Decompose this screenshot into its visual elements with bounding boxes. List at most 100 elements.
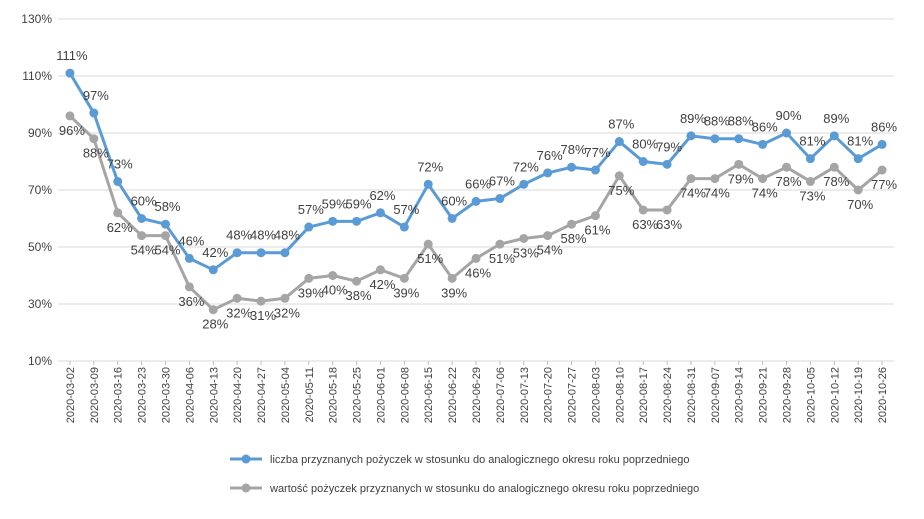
data-label-wartosc: 73% [799, 188, 825, 203]
x-tick-label: 2020-05-11 [304, 367, 316, 422]
x-tick-label: 2020-09-21 [758, 367, 770, 423]
legend-swatch-marker [241, 454, 251, 464]
data-point-liczba [853, 154, 863, 164]
x-tick-label: 2020-08-10 [614, 367, 626, 423]
x-tick-label: 2020-06-15 [423, 367, 435, 423]
data-label-liczba: 48% [226, 228, 252, 243]
y-axis-ticks: 10% 30% 50% 70% 90% 110% 130% [21, 12, 52, 368]
x-tick-label: 2020-06-08 [399, 367, 411, 423]
data-point-liczba [375, 208, 385, 218]
data-point-wartosc [519, 233, 529, 243]
data-point-liczba [567, 162, 577, 172]
data-point-liczba [113, 176, 123, 186]
x-tick-label: 2020-05-18 [328, 367, 340, 423]
data-point-liczba [137, 214, 147, 223]
data-label-wartosc: 42% [369, 277, 395, 292]
data-point-liczba [614, 137, 624, 147]
x-tick-label: 2020-04-06 [184, 367, 196, 423]
data-label-wartosc: 32% [226, 305, 252, 320]
data-point-wartosc [590, 211, 600, 221]
data-label-wartosc: 54% [131, 243, 157, 258]
x-tick-label: 2020-03-09 [89, 367, 101, 423]
data-label-wartosc: 61% [584, 223, 610, 238]
data-point-liczba [734, 134, 744, 144]
x-tick-label: 2020-10-05 [805, 367, 817, 423]
data-point-wartosc [375, 265, 385, 275]
x-tick-label: 2020-10-26 [877, 367, 889, 423]
x-tick-label: 2020-05-04 [280, 367, 292, 423]
data-point-wartosc [89, 134, 99, 144]
data-label-wartosc: 70% [847, 197, 873, 212]
data-point-liczba [423, 179, 433, 189]
series-lines [65, 68, 887, 315]
data-point-wartosc [304, 273, 314, 283]
legend-label: wartość pożyczek przyznanych w stosunku … [269, 483, 699, 495]
data-label-wartosc: 36% [178, 294, 204, 309]
data-point-wartosc [184, 282, 194, 292]
data-point-wartosc [710, 174, 720, 184]
x-tick-label: 2020-08-03 [590, 367, 602, 423]
data-labels: 111%97%73%60%58%46%42%48%48%48%57%59%59%… [56, 48, 897, 332]
x-tick-label: 2020-07-27 [567, 367, 579, 423]
data-point-wartosc [65, 111, 75, 121]
data-point-wartosc [614, 171, 624, 181]
data-label-liczba: 90% [775, 108, 801, 123]
data-label-liczba: 89% [823, 111, 849, 126]
x-tick-label: 2020-05-25 [352, 367, 364, 423]
data-point-wartosc [447, 273, 457, 283]
data-label-wartosc: 39% [393, 285, 419, 300]
data-label-liczba: 62% [369, 188, 395, 203]
x-tick-label: 2020-03-23 [137, 367, 149, 423]
data-point-wartosc [829, 162, 839, 172]
data-point-liczba [543, 168, 553, 178]
data-label-wartosc: 51% [417, 251, 443, 266]
data-point-liczba [184, 253, 194, 263]
data-point-liczba [328, 216, 338, 226]
data-label-liczba: 59% [346, 196, 372, 211]
data-point-liczba [829, 131, 839, 141]
legend-label: liczba przyznanych pożyczek w stosunku d… [270, 454, 689, 466]
data-point-wartosc [280, 293, 290, 303]
data-label-liczba: 89% [680, 111, 706, 126]
x-tick-label: 2020-07-13 [519, 367, 531, 423]
x-tick-label: 2020-10-19 [853, 367, 865, 423]
x-tick-label: 2020-09-07 [710, 367, 722, 423]
x-tick-label: 2020-06-22 [447, 367, 459, 423]
data-point-wartosc [543, 231, 553, 241]
data-point-wartosc [256, 296, 266, 306]
x-axis-ticks: 2020-03-02 2020-03-09 2020-03-16 2020-03-23… [65, 361, 889, 423]
data-point-liczba [256, 248, 266, 258]
data-label-liczba: 67% [489, 174, 515, 189]
data-point-wartosc [782, 162, 792, 172]
data-label-liczba: 72% [417, 159, 443, 174]
x-tick-label: 2020-09-28 [782, 367, 794, 423]
data-label-liczba: 88% [704, 114, 730, 129]
data-label-wartosc: 79% [728, 171, 754, 186]
data-point-wartosc [208, 305, 218, 315]
data-point-wartosc [805, 176, 815, 186]
data-label-wartosc: 74% [680, 186, 706, 201]
data-point-liczba [782, 128, 792, 138]
data-label-liczba: 58% [154, 199, 180, 214]
data-label-liczba: 97% [83, 88, 109, 103]
x-tick-label: 2020-06-01 [375, 367, 387, 423]
data-point-liczba [304, 222, 314, 232]
data-label-wartosc: 58% [561, 231, 587, 246]
legend: liczba przyznanych pożyczek w stosunku d… [230, 454, 699, 495]
data-label-wartosc: 77% [871, 177, 897, 192]
y-tick-label: 110% [22, 69, 52, 83]
data-point-wartosc [137, 231, 147, 241]
data-label-wartosc: 96% [59, 123, 85, 138]
x-tick-label: 2020-04-13 [208, 367, 220, 423]
data-point-liczba [65, 68, 75, 78]
data-point-liczba [519, 179, 529, 189]
data-label-liczba: 57% [298, 202, 324, 217]
data-label-liczba: 76% [537, 148, 563, 163]
y-tick-label: 30% [28, 297, 52, 311]
data-point-liczba [662, 159, 672, 169]
data-label-wartosc: 46% [465, 265, 491, 280]
data-label-wartosc: 40% [322, 283, 348, 298]
data-label-wartosc: 78% [775, 174, 801, 189]
data-label-liczba: 66% [465, 176, 491, 191]
